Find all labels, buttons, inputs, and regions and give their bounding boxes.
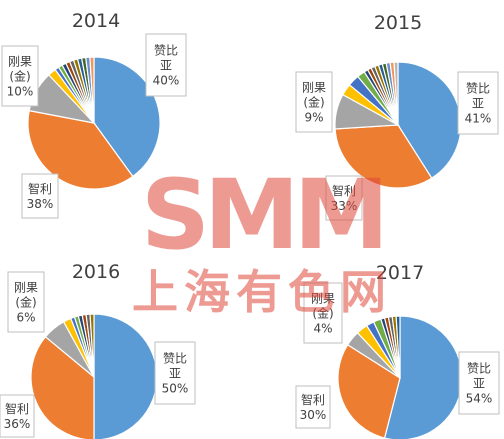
data-label: 刚果(金) 4% xyxy=(311,292,335,336)
pie-slice-9 xyxy=(89,313,95,378)
data-label-box xyxy=(154,341,196,405)
pie-slice-13 xyxy=(89,56,95,124)
chart-title: 2014 xyxy=(72,10,120,32)
watermark: SMM 上海有色网 xyxy=(132,159,392,319)
pie-chart-2016: 2016 赞比亚 50% 智利 36% 刚果(金) 6% xyxy=(0,261,196,439)
data-label-box xyxy=(458,351,500,415)
data-label: 赞比亚 41% xyxy=(465,82,492,126)
data-label-box xyxy=(457,71,499,135)
chart-title: 2015 xyxy=(374,12,422,34)
pie-slice-1 xyxy=(334,124,433,189)
pie-chart-2017: 2017 赞比亚 54% 智利 30% 刚果(金) 4% xyxy=(295,262,500,439)
data-label: 智利 30% xyxy=(300,392,327,422)
data-label: 赞比亚 40% xyxy=(153,44,180,88)
pie-slice-0 xyxy=(93,56,161,178)
data-label-box xyxy=(0,394,35,438)
data-label-box xyxy=(21,173,59,219)
data-label: 刚果(金) 10% xyxy=(7,55,34,99)
watermark-logo: SMM xyxy=(141,159,383,271)
pie-slice-1 xyxy=(30,335,95,439)
pie-slice-14 xyxy=(393,61,399,126)
data-label: 智利 38% xyxy=(27,181,54,211)
pie-chart-2015: 2015 赞比亚 41% 智利 33% 刚果(金) 9% xyxy=(295,12,499,221)
pie-slice-0 xyxy=(93,313,158,439)
data-label-box xyxy=(295,385,331,429)
data-label-box xyxy=(303,282,343,344)
data-label-box xyxy=(7,271,45,333)
data-label: 智利 36% xyxy=(4,401,31,431)
data-label: 赞比亚 50% xyxy=(162,352,189,396)
pie-slice-1 xyxy=(337,343,401,439)
data-label: 刚果(金) 6% xyxy=(14,281,38,325)
chart-title: 2016 xyxy=(72,261,120,283)
data-label: 刚果(金) 9% xyxy=(302,81,326,125)
watermark-text: 上海有色网 xyxy=(132,265,392,319)
data-label-box xyxy=(1,45,39,107)
data-label-box xyxy=(145,33,187,97)
pie-slice-10 xyxy=(395,315,401,379)
pie-slice-1 xyxy=(27,109,134,190)
chart-title: 2017 xyxy=(376,262,424,284)
data-label-box xyxy=(325,175,363,221)
data-label: 赞比亚 54% xyxy=(466,362,493,406)
data-label-box xyxy=(295,71,333,133)
data-label: 智利 33% xyxy=(331,183,358,213)
pie-chart-2014: 2014 赞比亚 40% 智利 38% 刚果(金) 10% xyxy=(1,10,187,219)
